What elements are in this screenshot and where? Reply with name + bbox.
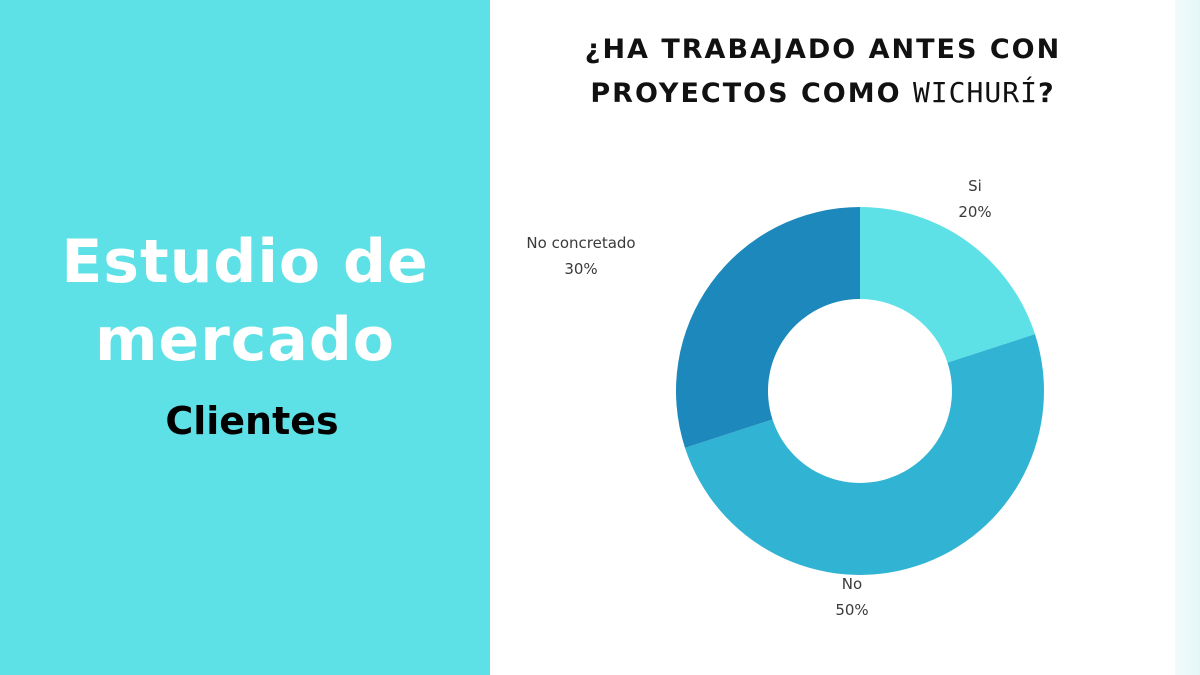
slice-label-name: No [842, 575, 862, 593]
chart-title-line-2: PROYECTOS COMO WICHURÍ? [490, 70, 1156, 117]
chart-title-prefix: PROYECTOS COMO [590, 78, 913, 109]
slice-si [860, 207, 1035, 363]
donut-slices [676, 207, 1044, 575]
slice-label-value: 50% [835, 601, 868, 619]
slice-no [685, 334, 1044, 575]
slice-no-concretado [676, 207, 860, 448]
heading-line-2: mercado [94, 305, 396, 375]
chart-title-line-1: ¿HA TRABAJADO ANTES CON [584, 34, 1062, 65]
slice-label-name: Si [968, 177, 982, 195]
slice-label-value: 20% [958, 203, 991, 221]
chart-title-brand: WICHURÍ [912, 76, 1038, 109]
edge-strip [1175, 0, 1200, 675]
chart-title-suffix: ? [1037, 78, 1056, 109]
donut-chart: Si 20% No 50% No concretado 30% [526, 177, 1044, 619]
slice-label-name: No concretado [526, 234, 635, 252]
left-panel: Estudio de mercado Clientes [0, 0, 490, 675]
subheading: Clientes [165, 399, 339, 443]
heading-line-1: Estudio de [61, 227, 429, 297]
slice-labels: Si 20% No 50% No concretado 30% [526, 177, 991, 619]
slice-label-value: 30% [564, 260, 597, 278]
